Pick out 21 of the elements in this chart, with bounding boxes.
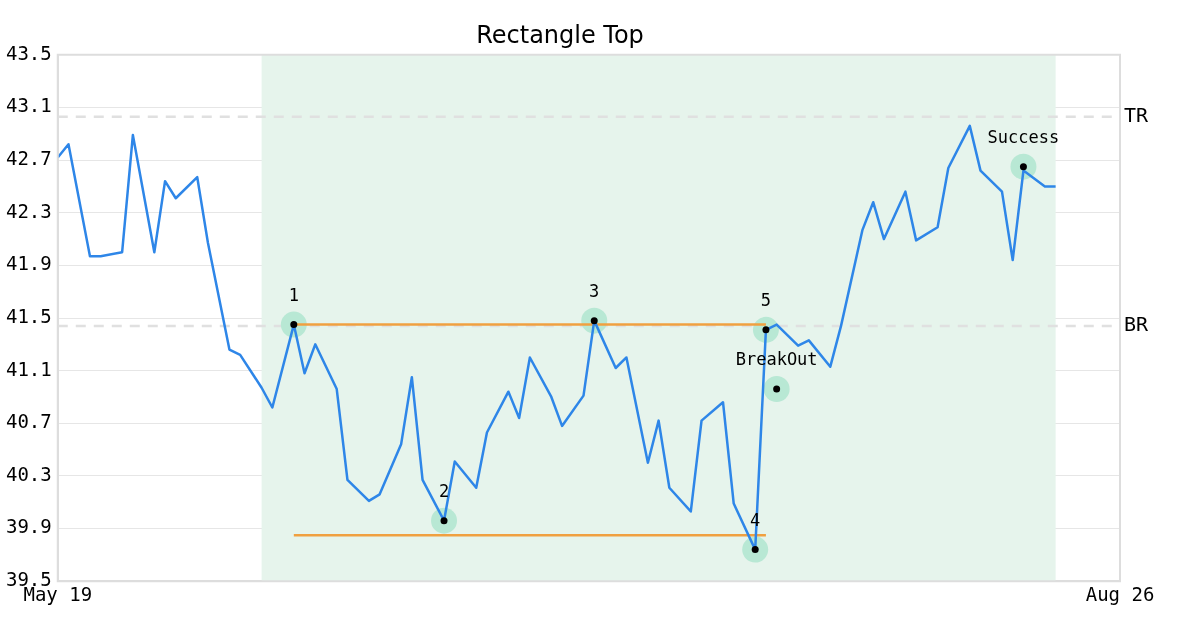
ref-line-label: BR — [1124, 312, 1150, 337]
annotation: 2 — [438, 480, 450, 501]
annotation: 1 — [288, 284, 299, 305]
y-tick-label: 42.3 — [5, 199, 52, 222]
y-tick-label: 39.9 — [5, 515, 52, 538]
chart-title: Rectangle Top — [476, 20, 644, 49]
y-tick-label: 43.1 — [5, 94, 52, 117]
y-tick-label: 43.5 — [5, 41, 52, 64]
y-tick-label: 41.9 — [5, 252, 52, 275]
point — [1010, 153, 1037, 180]
annotation: 3 — [589, 280, 600, 301]
y-tick-label: 41.1 — [5, 357, 52, 380]
y-tick-label: 40.7 — [5, 410, 52, 433]
annotation: Success — [987, 126, 1060, 147]
x-tick-label: Aug 26 — [1085, 582, 1155, 605]
point — [763, 376, 790, 403]
annotation: 5 — [760, 289, 772, 310]
y-tick-label: 42.7 — [5, 147, 52, 170]
ref-line-label: TR — [1124, 102, 1150, 127]
y-tick-label: 40.3 — [5, 462, 52, 485]
y-tick-label: 41.5 — [5, 304, 52, 327]
